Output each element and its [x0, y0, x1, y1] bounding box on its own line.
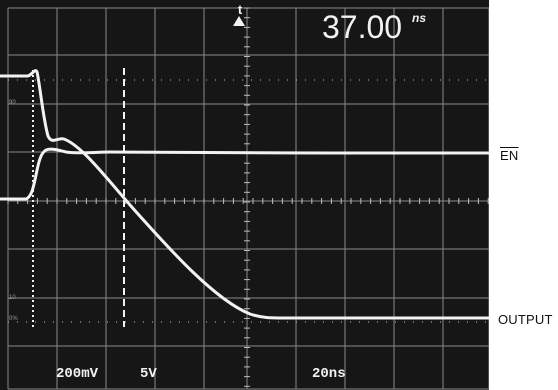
delta-t-unit: ns [412, 11, 426, 25]
timebase-scale: 20ns [312, 366, 346, 382]
delta-t-value: 37.00 [322, 9, 402, 45]
graticule-grid [7, 7, 489, 390]
svg-text:t: t [238, 2, 243, 17]
oscilloscope-screen: t 37.00 ns 90 10 0% 200mV 5V 20ns [0, 0, 489, 390]
delta-t-icon: t [233, 2, 245, 26]
ch1-scale: 200mV [56, 366, 99, 382]
percent-mark-90: 90 [9, 100, 16, 106]
output-signal-label: OUTPUT [498, 312, 553, 327]
percent-mark-0: 0% [9, 316, 18, 322]
en-trace [0, 147, 489, 201]
percent-mark-10: 10 [9, 295, 16, 301]
graticule-center-ticks [7, 7, 489, 387]
ch2-scale: 5V [140, 366, 157, 382]
output-trace [0, 69, 489, 320]
oscilloscope-display: t 37.00 ns 90 10 0% 200mV 5V 20ns [0, 2, 489, 390]
en-signal-label: EN [500, 148, 519, 163]
